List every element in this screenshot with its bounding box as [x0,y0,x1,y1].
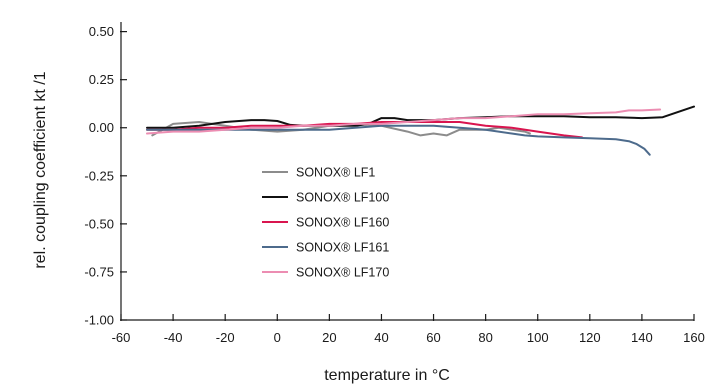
x-tick-label: -40 [164,330,183,345]
y-tick-label: -0.50 [84,216,114,231]
x-tick-label: 0 [274,330,281,345]
series-line-3 [146,124,651,156]
y-tick-label: 0.50 [89,24,114,39]
legend: SONOX® LF1 SONOX® LF100 SONOX® LF160 SONOX®… [262,166,389,280]
series-line-4 [146,108,662,135]
legend-label-3: SONOX® LF161 [296,241,389,255]
legend-label-1: SONOX® LF100 [296,191,389,205]
y-tick-label: -0.75 [84,264,114,279]
x-tick-label: -60 [112,330,131,345]
series-line-1 [146,105,695,129]
x-tick-label: 40 [374,330,388,345]
axes [120,22,694,321]
y-tick-label: 0.25 [89,72,114,87]
x-tick-label: 120 [579,330,601,345]
x-tick-label: 20 [322,330,336,345]
y-tick-label: -0.25 [84,168,114,183]
x-tick-label: 160 [683,330,705,345]
ticks: -60 -40 -20 0 20 40 60 80 100 120 140 160 0.50 0.25 0.… [84,24,704,345]
plot-lines [146,105,695,156]
x-tick-label: 60 [426,330,440,345]
y-axis-title: rel. coupling coefficient kt /1 [32,71,49,268]
legend-label-0: SONOX® LF1 [296,166,375,180]
x-tick-label: 140 [631,330,653,345]
x-axis-title: temperature in °C [324,367,450,384]
legend-label-4: SONOX® LF170 [296,266,389,280]
legend-label-2: SONOX® LF160 [296,216,389,230]
y-tick-label: -1.00 [84,313,114,328]
x-tick-label: -20 [216,330,235,345]
x-tick-label: 80 [478,330,492,345]
y-tick-label: 0.00 [89,120,114,135]
x-tick-label: 100 [527,330,549,345]
